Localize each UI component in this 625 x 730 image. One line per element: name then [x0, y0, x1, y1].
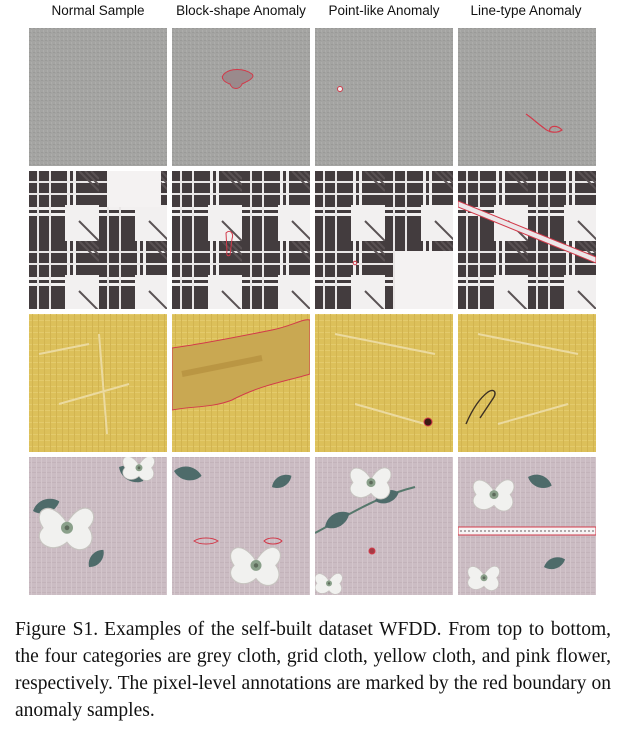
column-header-point: Point-like Anomaly [314, 3, 454, 23]
pink-block-anomaly-image [172, 457, 310, 595]
grey-line-anomaly-image [458, 28, 596, 166]
grid-normal-image [29, 171, 167, 309]
grey-block-anomaly-image [172, 28, 310, 166]
yellow-line-anomaly-image [458, 314, 596, 452]
grey-normal-image [29, 28, 167, 166]
pink-normal-image [29, 457, 167, 595]
column-header-block: Block-shape Anomaly [166, 3, 316, 23]
grid-line-anomaly-image [458, 171, 596, 309]
yellow-point-anomaly-image [315, 314, 453, 452]
grey-point-anomaly-image [315, 28, 453, 166]
grid-block-anomaly-image [172, 171, 310, 309]
yellow-block-anomaly-image [172, 314, 310, 452]
column-header-line: Line-type Anomaly [455, 3, 597, 23]
caption-text: Examples of the self-built dataset WFDD.… [15, 619, 611, 721]
pink-line-anomaly-image [458, 457, 596, 595]
pink-point-anomaly-image [315, 457, 453, 595]
grid-point-anomaly-image [315, 171, 453, 309]
column-header-normal: Normal Sample [28, 3, 168, 23]
figure-caption: Figure S1. Examples of the self-built dat… [15, 616, 611, 724]
yellow-normal-image [29, 314, 167, 452]
figure-label: Figure S1. [15, 619, 98, 640]
